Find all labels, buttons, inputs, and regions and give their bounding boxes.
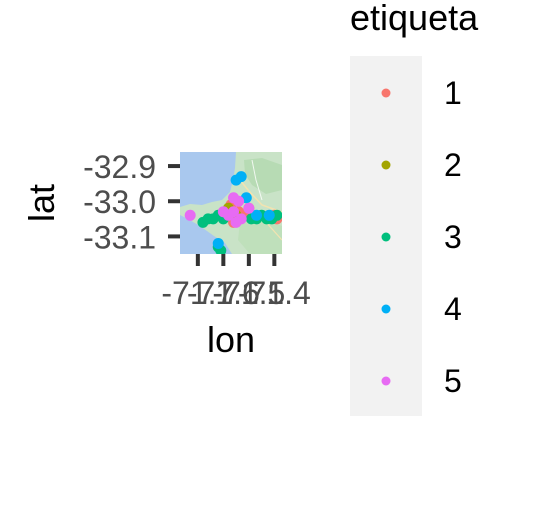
legend: 1 2 3 4 5	[350, 56, 462, 416]
legend-label-3: 3	[444, 219, 462, 255]
y-axis: -32.9-33.0-33.1	[83, 149, 180, 255]
y-tick-label: -33.1	[83, 219, 156, 255]
legend-label-5: 5	[444, 363, 462, 399]
x-tick-label: -71.6	[187, 275, 260, 311]
legend-title: etiqueta	[350, 0, 479, 38]
data-point-series-4	[251, 209, 262, 221]
data-point-series-5	[230, 216, 242, 228]
data-point-series-5	[184, 209, 196, 221]
legend-label-1: 1	[444, 75, 462, 111]
points-layer	[184, 171, 282, 254]
y-tick-label: -32.9	[83, 149, 156, 185]
road-line	[235, 174, 282, 213]
legend-label-4: 4	[444, 291, 462, 327]
x-tick-label: -71.7	[161, 275, 234, 311]
legend-key-2	[381, 160, 391, 170]
x-axis-label: lon	[207, 319, 255, 360]
x-tick-label: -71.5	[212, 275, 285, 311]
data-point-series-5	[243, 202, 255, 214]
y-axis-label: lat	[21, 184, 62, 222]
data-point-series-3	[271, 209, 282, 221]
x-tick-label: -71.4	[238, 275, 311, 311]
y-tick-label: -33.0	[83, 184, 156, 220]
legend-label-2: 2	[444, 147, 462, 183]
legend-key-1	[381, 88, 391, 98]
map-panel	[180, 152, 282, 254]
data-point-series-5	[217, 206, 229, 218]
x-axis: -71.7-71.6-71.5-71.4	[161, 254, 311, 311]
legend-key-4	[381, 304, 391, 314]
legend-key-5	[381, 376, 391, 386]
data-point-series-4	[263, 209, 275, 221]
data-point-series-4	[235, 171, 247, 183]
road-line-3	[251, 159, 263, 201]
data-point-series-5	[233, 195, 245, 207]
data-point-series-4	[212, 237, 224, 249]
legend-key-3	[381, 232, 391, 242]
